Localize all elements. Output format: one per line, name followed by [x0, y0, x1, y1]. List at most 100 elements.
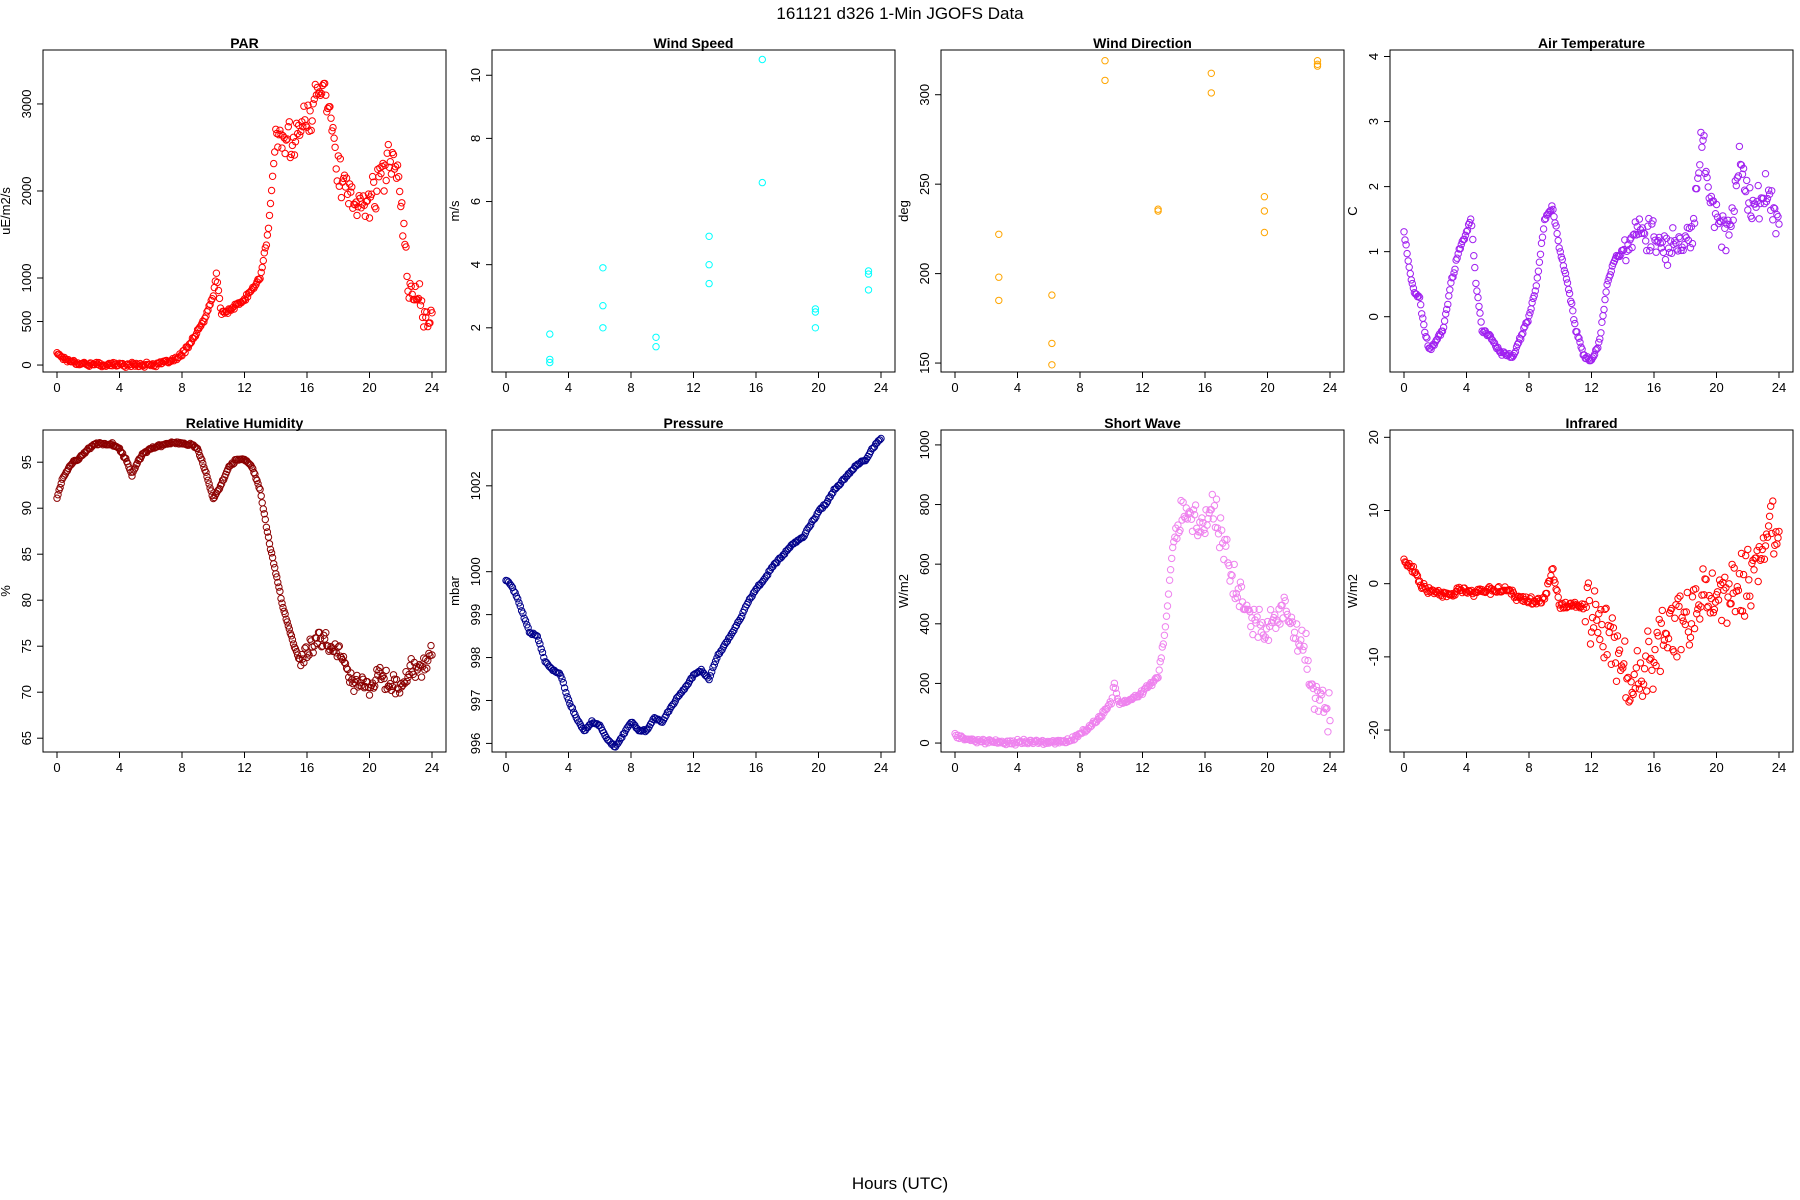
relative-humidity-point — [375, 667, 383, 675]
infrared-point — [1635, 685, 1644, 693]
relative-humidity-point — [139, 449, 148, 457]
air-temperature-point — [1574, 333, 1582, 341]
pressure-xtick-label: 16 — [749, 760, 763, 775]
air-temperature-point — [1406, 269, 1415, 278]
air-temperature-point — [1549, 205, 1557, 214]
wind-direction-point — [1048, 339, 1056, 348]
pressure-point — [710, 661, 718, 669]
par-point — [260, 249, 268, 257]
relative-humidity-point — [205, 480, 213, 488]
relative-humidity-point — [299, 655, 307, 663]
par-point — [324, 104, 332, 113]
relative-humidity-xtick-label: 16 — [300, 760, 314, 775]
relative-humidity-point — [267, 549, 276, 557]
infrared-point — [1548, 565, 1556, 574]
air-temperature-point — [1606, 271, 1615, 279]
par-point — [316, 91, 325, 100]
air-temperature-point — [1635, 215, 1644, 223]
relative-humidity-point — [251, 470, 259, 478]
short-wave-xtick-label: 0 — [951, 760, 958, 775]
relative-humidity-point — [253, 476, 261, 485]
infrared-point — [1767, 502, 1775, 510]
par-point — [185, 340, 194, 348]
wind-speed-point — [811, 308, 820, 316]
infrared-ytick-label: 20 — [1366, 430, 1381, 444]
wind-speed-point — [705, 261, 713, 269]
air-temperature-point — [1696, 161, 1704, 169]
par-point — [327, 114, 335, 122]
infrared-point — [1739, 570, 1748, 579]
par-point — [342, 174, 351, 182]
air-temperature-point — [1448, 274, 1456, 282]
par-point — [272, 125, 280, 134]
infrared-point — [1596, 635, 1604, 644]
pressure-point — [521, 617, 530, 625]
par-point — [359, 192, 367, 200]
short-wave-point — [1290, 628, 1299, 636]
air-temperature-point — [1555, 244, 1563, 252]
infrared-point — [1723, 619, 1731, 627]
infrared-point — [1552, 585, 1560, 593]
air-temperature-point — [1453, 254, 1461, 262]
relative-humidity-point — [285, 625, 293, 633]
pressure-point — [629, 720, 638, 728]
infrared-point — [1592, 600, 1600, 609]
par-point — [407, 282, 415, 290]
air-temperature-point — [1599, 312, 1607, 320]
short-wave-point — [1156, 658, 1164, 666]
short-wave-xtick-label: 12 — [1135, 760, 1149, 775]
relative-humidity-point — [428, 651, 436, 659]
wind-speed-ytick-label: 10 — [468, 68, 483, 82]
relative-humidity-point — [203, 473, 211, 481]
air-temperature-point — [1554, 236, 1562, 245]
relative-humidity-point — [213, 487, 222, 495]
relative-humidity-point — [262, 523, 271, 531]
wind-direction-ytick-label: 200 — [917, 263, 932, 285]
infrared-point — [1632, 664, 1641, 672]
relative-humidity-point — [350, 687, 358, 695]
wind-direction-point — [1048, 361, 1056, 369]
infrared-xtick-label: 4 — [1463, 760, 1470, 775]
air-temperature-point — [1552, 222, 1560, 230]
air-temperature-point — [1682, 234, 1691, 242]
infrared-point — [1744, 545, 1752, 554]
short-wave-ytick-label: 0 — [917, 739, 932, 746]
pressure-point — [641, 727, 649, 736]
chart-wind-direction: Wind Direction deg 0 4 8 12 16 20 24 150 200 250 300 — [896, 35, 1345, 395]
pressure-point — [808, 517, 816, 526]
short-wave-point — [1318, 691, 1326, 699]
pressure-point — [825, 494, 833, 502]
relative-humidity-point — [290, 643, 299, 651]
short-wave-point — [1102, 706, 1110, 714]
pressure-point — [560, 684, 569, 692]
air-temperature-point — [1623, 247, 1631, 256]
infrared-point — [1760, 555, 1769, 563]
short-wave-ytick-label: 600 — [917, 553, 932, 575]
par-point — [259, 256, 267, 265]
relative-humidity-point — [353, 671, 361, 680]
infrared-point — [1752, 554, 1760, 562]
relative-humidity-point — [252, 475, 260, 483]
wind-direction-point — [1101, 57, 1109, 65]
short-wave-point — [1304, 656, 1312, 665]
par-point — [362, 197, 371, 206]
infrared-point — [1638, 692, 1647, 700]
air-temperature-point — [1537, 239, 1546, 248]
pressure-point — [516, 602, 524, 610]
pressure-point — [519, 609, 527, 617]
air-temperature-point — [1407, 276, 1416, 284]
par-point — [255, 276, 263, 284]
air-temperature-point — [1446, 286, 1454, 294]
short-wave-point — [1157, 654, 1166, 662]
air-temperature-point — [1476, 309, 1484, 317]
short-wave-point — [1311, 694, 1320, 702]
par-point — [389, 150, 398, 159]
infrared-point — [1753, 546, 1761, 555]
relative-humidity-point — [279, 603, 287, 612]
short-wave-point — [1236, 578, 1245, 586]
infrared-point — [1700, 591, 1708, 599]
air-temperature-point — [1475, 302, 1483, 311]
wind-direction-point — [995, 296, 1003, 305]
